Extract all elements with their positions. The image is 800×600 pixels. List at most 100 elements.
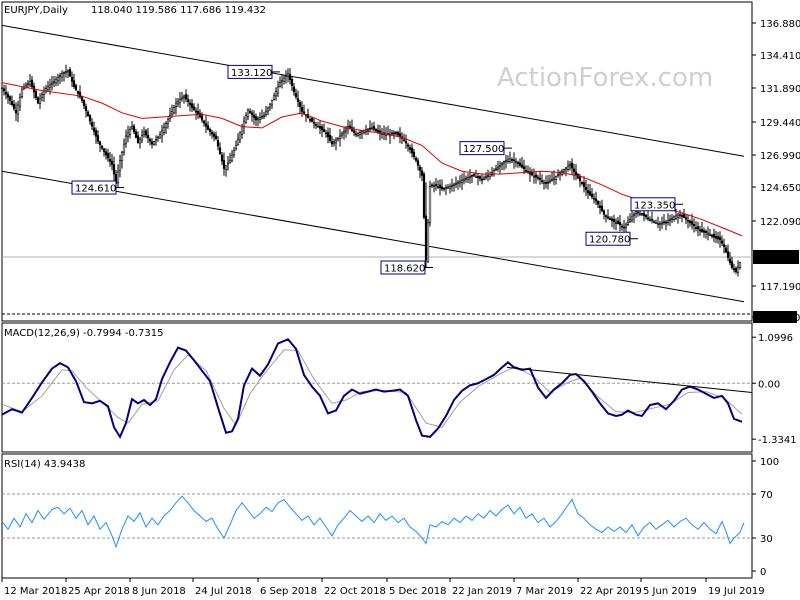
price-axis-label: 117.190 xyxy=(760,282,800,293)
candle-body xyxy=(366,128,370,131)
candle-body xyxy=(160,130,164,137)
candle-body xyxy=(158,134,162,139)
candle-body xyxy=(248,111,252,113)
candle-body xyxy=(602,210,606,215)
candle-body xyxy=(732,268,736,271)
candle-body xyxy=(428,186,432,223)
candle-body xyxy=(310,117,314,122)
candle-body xyxy=(452,183,456,186)
candle-body xyxy=(614,222,618,224)
candle-body xyxy=(66,70,70,73)
candle-body xyxy=(4,92,8,95)
price-axis-label: 124.650 xyxy=(760,183,800,194)
candle-body xyxy=(292,86,296,93)
candle-body xyxy=(228,160,232,164)
candle-body xyxy=(574,171,578,176)
candle-body xyxy=(256,118,260,121)
candle-body xyxy=(420,170,424,176)
candle-body xyxy=(52,81,56,83)
candle-body xyxy=(290,78,294,86)
candle-body xyxy=(616,220,620,224)
candle-body xyxy=(722,244,726,247)
candle-body xyxy=(540,180,544,183)
candle-body xyxy=(684,217,688,220)
candle-body xyxy=(198,113,202,118)
candle-body xyxy=(268,103,272,108)
candle-body xyxy=(174,102,178,107)
candle-body xyxy=(164,123,168,129)
candle-body xyxy=(418,166,422,171)
candle-body xyxy=(522,166,526,170)
candle-body xyxy=(670,217,674,220)
candle-body xyxy=(272,95,276,100)
candle-body xyxy=(562,169,566,172)
candle-body xyxy=(658,222,662,225)
rsi-axis-label: 100 xyxy=(760,457,779,468)
candle-body xyxy=(450,184,454,187)
candle-body xyxy=(122,143,126,153)
candle-body xyxy=(376,129,380,133)
candle-body xyxy=(642,212,646,216)
time-axis: 12 Mar 2018 25 Apr 2018 8 Jun 2018 24 Jul 2… xyxy=(1,578,765,597)
candle-body xyxy=(584,186,588,191)
candle-body xyxy=(74,85,78,91)
candle-body xyxy=(494,168,498,171)
candle-body xyxy=(680,215,684,217)
candle-body xyxy=(724,247,728,253)
candle-body xyxy=(462,178,466,181)
candle-body xyxy=(594,198,598,202)
candle-body xyxy=(620,225,624,228)
candle-body xyxy=(318,126,322,129)
candle-body xyxy=(192,106,196,111)
candle-body xyxy=(644,214,648,218)
candle-body xyxy=(340,133,344,136)
candle-body xyxy=(708,234,712,236)
candle-body xyxy=(280,80,284,82)
watermark: ActionForex.com xyxy=(497,63,713,93)
rsi-panel: RSI(14) 43.9438 100 70 30 0 xyxy=(1,453,779,579)
candle-body xyxy=(124,135,128,144)
candle-body xyxy=(356,133,360,136)
candle-body xyxy=(72,80,76,87)
candle-body xyxy=(714,235,718,239)
candle-body xyxy=(478,176,482,179)
candle-body xyxy=(62,72,66,74)
candle-body xyxy=(520,164,524,168)
candle-body xyxy=(704,231,708,233)
candle-body xyxy=(496,166,500,170)
candle-body xyxy=(410,147,414,154)
price-panel-symbol: EURJPY,Daily xyxy=(4,5,68,16)
candle-body xyxy=(206,125,210,130)
candle-body xyxy=(118,160,122,171)
time-axis-label: 24 Jul 2018 xyxy=(195,586,252,597)
candle-body xyxy=(534,174,538,178)
candle-body xyxy=(368,127,372,130)
candle-body xyxy=(288,74,292,80)
candle-body xyxy=(36,97,40,104)
candle-body xyxy=(354,133,358,136)
candle-body xyxy=(404,140,408,144)
candle-body xyxy=(96,135,100,142)
candle-body xyxy=(480,178,484,181)
candle-body xyxy=(566,165,570,170)
candle-body xyxy=(486,175,490,177)
candle-body xyxy=(370,127,374,130)
candle-body xyxy=(580,181,584,184)
candle-body xyxy=(18,96,22,107)
candle-body xyxy=(700,229,704,232)
candle-body xyxy=(218,147,222,154)
candle-body xyxy=(112,164,116,175)
candle-body xyxy=(542,181,546,184)
candle-body xyxy=(234,145,238,150)
candle-body xyxy=(424,215,428,261)
time-axis-label: 22 Jan 2019 xyxy=(452,586,512,597)
candle-body xyxy=(252,114,256,118)
candle-body xyxy=(98,141,102,146)
candle-body xyxy=(442,187,446,190)
candle-body xyxy=(630,216,634,221)
candle-body xyxy=(546,181,550,184)
candle-body xyxy=(416,160,420,166)
time-axis-label: 5 Jun 2019 xyxy=(643,586,697,597)
price-axis-low-box xyxy=(753,311,797,323)
